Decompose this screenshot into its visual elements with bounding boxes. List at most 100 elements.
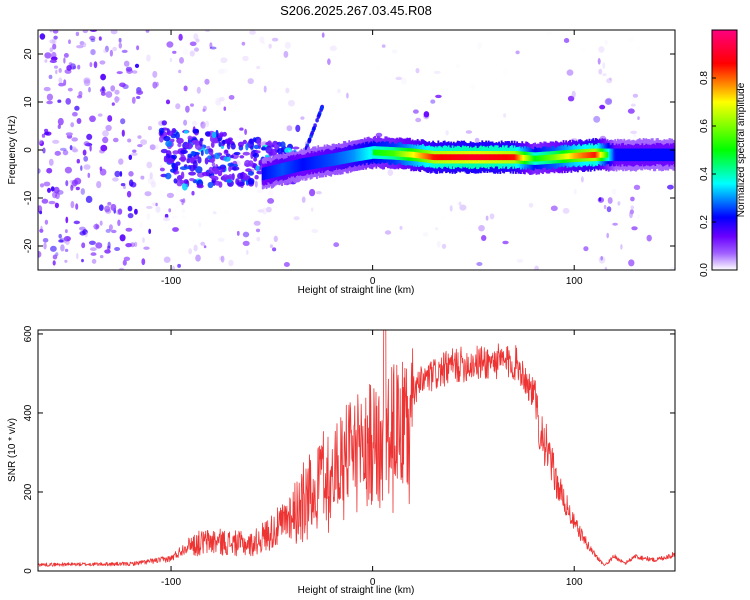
- spectrogram-cell: [599, 104, 606, 110]
- spectrogram-ridge-cell: [489, 154, 491, 161]
- spectrogram-cell: [68, 39, 71, 44]
- spectrogram-cell: [581, 176, 584, 183]
- spectrogram-ridge-cell: [575, 152, 578, 159]
- spectrogram-ridge-cell: [571, 153, 574, 159]
- spectrogram-cell: [261, 146, 267, 151]
- spectrogram-cell: [381, 44, 386, 48]
- spectrogram-ridge-cell: [602, 151, 605, 158]
- spectrogram-cell: [413, 109, 419, 114]
- spectrogram-ridge-cell: [496, 154, 499, 161]
- spectrogram-ridge-cell: [367, 147, 370, 160]
- spectrogram-cell: [114, 247, 121, 251]
- spectrogram-cell: [476, 262, 483, 266]
- spectrogram-ridge-cell: [415, 152, 418, 158]
- spectrogram-ridge-cell: [561, 153, 564, 160]
- spectrogram-cell: [604, 266, 608, 270]
- spectrogram-cell: [209, 42, 213, 49]
- spectrogram-cell: [280, 141, 286, 148]
- spectrogram-cell: [176, 137, 184, 144]
- spectrogram-cell: [76, 118, 82, 124]
- spectrogram-cell: [222, 139, 226, 145]
- spectrogram-cell: [175, 131, 180, 140]
- spectrogram-cell: [207, 181, 214, 189]
- spectrogram-ridge-cell: [477, 154, 480, 161]
- spectrogram-cell: [53, 186, 60, 194]
- spectrogram-cell: [433, 70, 441, 74]
- spectrogram-cell: [189, 50, 195, 57]
- spectrogram-cell: [108, 224, 113, 231]
- spectrogram-cell: [38, 139, 43, 144]
- spectrogram-cell: [224, 210, 230, 214]
- spectrogram-ridge-cell: [312, 156, 314, 170]
- spectrogram-cell: [142, 237, 145, 243]
- spectrogram-ridge-cell: [430, 154, 433, 160]
- spectrogram-cell: [192, 120, 198, 127]
- spectrogram-ridge-cell: [287, 161, 290, 175]
- spectrogram-cell: [395, 76, 403, 81]
- spectrogram-cell: [606, 232, 609, 239]
- spectrogram-y-tick-label: 0: [23, 147, 34, 153]
- spectrogram-cell: [608, 70, 614, 74]
- spectrogram-ridge-cell: [350, 149, 353, 163]
- spectrogram-cell: [178, 157, 187, 161]
- spectrogram-cell: [200, 150, 204, 156]
- spectrogram-cell: [65, 216, 69, 224]
- spectrogram-ridge-cell: [402, 151, 405, 157]
- spectrogram-cell: [76, 45, 84, 49]
- spectrogram-cell: [74, 177, 82, 185]
- spectrogram-cell: [188, 248, 193, 255]
- spectrogram-cell: [430, 99, 436, 104]
- spectrogram-cell: [146, 205, 153, 209]
- spectrogram-ridge-cell: [622, 148, 624, 162]
- spectrogram-cell: [123, 185, 126, 189]
- spectrogram-cell: [239, 127, 244, 131]
- spectrogram-cell: [384, 230, 392, 235]
- spectrogram-cell: [43, 86, 51, 92]
- spectrogram-cell: [181, 215, 186, 220]
- spectrogram-ridge-cell: [379, 149, 382, 156]
- spectrogram-cell: [603, 204, 607, 210]
- spectrogram-ridge-cell: [421, 153, 424, 159]
- spectrogram-cell: [110, 30, 118, 35]
- spectrogram-cell: [132, 70, 138, 74]
- spectrogram-ridge-cell: [288, 161, 291, 174]
- spectrogram-cell: [65, 229, 68, 234]
- spectrogram-ridge-cell: [292, 160, 295, 173]
- spectrogram-ridge-cell: [433, 154, 436, 161]
- spectrogram-cell: [178, 33, 183, 41]
- spectrogram-cell: [449, 205, 453, 212]
- spectrogram-cell: [71, 146, 77, 153]
- spectrogram-cell: [125, 227, 133, 232]
- colorbar-ticks: 0.0 0.2 0.4 0.6 0.8: [699, 71, 716, 277]
- spectrogram-ridge-cell: [578, 152, 580, 159]
- spectrogram-cell: [204, 78, 210, 85]
- spectrogram-cell: [309, 134, 313, 139]
- spectrogram-cell: [172, 265, 175, 270]
- spectrogram-cell: [41, 133, 46, 138]
- spectrogram-cell: [208, 148, 214, 155]
- spectrogram-cell: [152, 70, 158, 78]
- spectrogram-ridge-cell: [628, 148, 631, 162]
- spectrogram-cell: [255, 165, 260, 171]
- spectrogram-cell: [286, 125, 293, 132]
- spectrogram-cell: [52, 139, 60, 144]
- spectrogram-cell: [68, 62, 73, 67]
- spectrogram-cell: [241, 41, 246, 46]
- spectrogram-cell: [227, 162, 234, 167]
- spectrogram-ridge-cell: [438, 154, 441, 161]
- spectrogram-ridge-cell: [611, 148, 614, 162]
- spectrogram-cell: [455, 63, 461, 69]
- spectrogram-ridge-cell: [295, 159, 298, 173]
- spectrogram-ridge-cell: [423, 153, 426, 159]
- spectrogram-cell: [71, 137, 78, 142]
- spectrogram-ridge-cell: [517, 154, 520, 161]
- spectrogram-cell: [633, 184, 641, 190]
- spectrogram-cell: [253, 144, 260, 150]
- spectrogram-cell: [503, 113, 507, 118]
- spectrogram-ridge-cell: [455, 154, 458, 161]
- spectrogram-ridge-cell: [269, 165, 272, 179]
- spectrogram-ridge-cell: [375, 149, 378, 156]
- spectrogram-cell: [630, 205, 635, 210]
- spectrogram-cell: [42, 147, 46, 154]
- spectrogram-ridge-cell: [463, 154, 466, 161]
